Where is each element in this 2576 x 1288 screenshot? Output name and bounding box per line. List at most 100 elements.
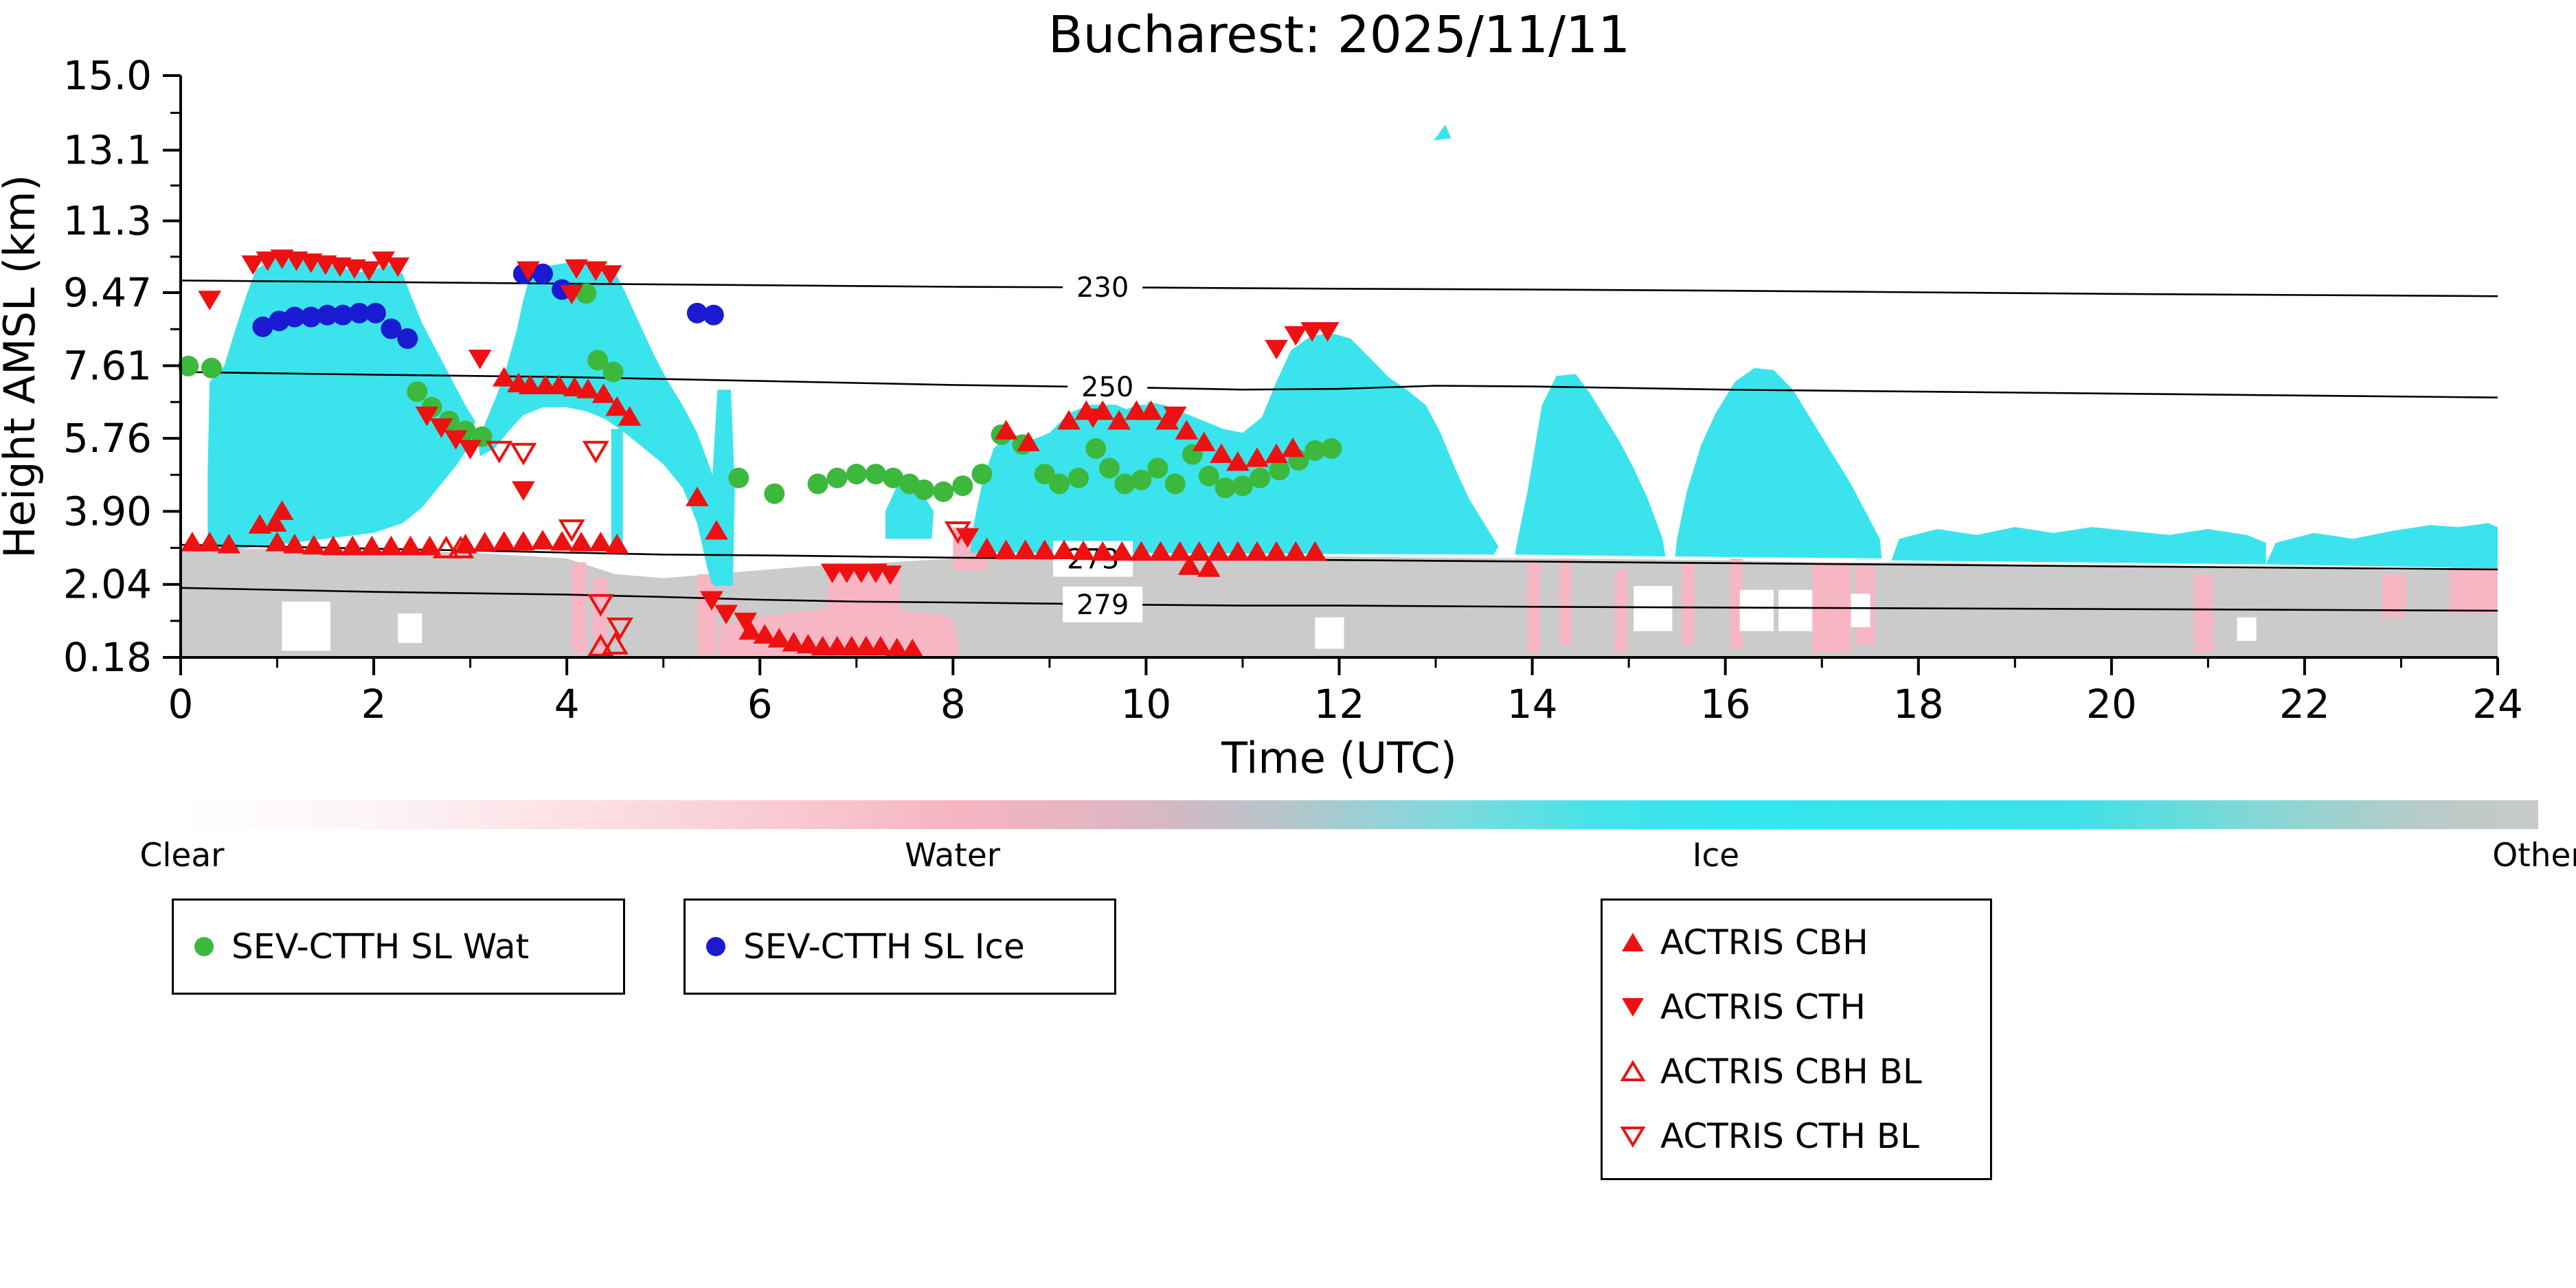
actris-cbh-marker <box>550 531 574 551</box>
actris-cbh-marker <box>576 379 600 398</box>
actris-cbh-marker <box>796 633 820 654</box>
actris-cbh-marker <box>1281 437 1304 457</box>
actris-cbh-marker <box>1052 539 1076 559</box>
x-tick-label: 16 <box>1700 681 1751 727</box>
sev-ctth-sl-wat-marker <box>1250 467 1271 488</box>
y-tick-label: 5.76 <box>63 415 152 462</box>
clear-region <box>282 601 330 651</box>
actris-cbh-bl-marker <box>432 535 460 558</box>
actris-cbh-marker <box>1017 431 1040 451</box>
actris-cth-marker <box>429 418 453 438</box>
actris-cbh-marker <box>270 500 294 520</box>
actris-cth-marker <box>714 605 738 624</box>
actris-cbh-marker <box>1129 541 1153 561</box>
sev-ctth-sl-wat-marker <box>587 350 609 371</box>
actris-cbh-marker <box>1265 541 1288 561</box>
clear-region <box>398 613 422 643</box>
actris-cbh-marker <box>217 534 241 554</box>
actris-cth-marker <box>1081 408 1105 429</box>
sev-ctth-sl-wat-marker <box>602 361 624 383</box>
actris-cbh-bl-marker <box>587 633 614 657</box>
actris-cbh-marker <box>1110 541 1134 561</box>
sev-ctth-sl-wat-marker <box>178 355 199 376</box>
sev-ctth-sl-ice-marker <box>703 304 724 326</box>
clear-region <box>1739 589 1774 631</box>
x-tick-label: 4 <box>554 681 580 727</box>
actris-cth-marker <box>386 257 410 278</box>
actris-cbh-marker <box>605 396 629 416</box>
sev-ctth-sl-ice-marker <box>252 316 273 337</box>
y-axis-label: Height AMSL (km) <box>0 174 45 558</box>
actris-cbh-marker <box>181 532 204 552</box>
y-tick-label: 9.47 <box>63 269 152 316</box>
ice-class-region <box>1675 368 1882 558</box>
y-tick-label: 2.04 <box>63 561 152 608</box>
ice-class-region <box>611 429 623 545</box>
sev-ctth-sl-wat-marker <box>1099 457 1120 479</box>
x-tick-label: 24 <box>2472 681 2523 727</box>
actris-cth-marker <box>517 261 540 281</box>
actris-cbh-marker <box>825 635 849 656</box>
sev-ctth-sl-wat-marker <box>914 479 935 500</box>
legend-sev-ctth-sl-ice: SEV-CTTH SL Ice <box>683 899 1116 995</box>
actris-cth-marker <box>1315 322 1340 342</box>
actris-cbh-marker <box>492 367 516 387</box>
page-title: Bucharest: 2025/11/11 <box>1048 5 1631 65</box>
clear-region <box>1315 617 1344 649</box>
actris-cbh-marker <box>248 514 272 534</box>
isotherm-label-bg <box>1067 369 1148 405</box>
actris-cbh-marker <box>1175 420 1199 440</box>
actris-cth-marker <box>820 563 844 583</box>
legend-row: SEV-CTTH SL Wat <box>190 927 607 967</box>
actris-cth-marker <box>700 591 723 611</box>
actris-cbh-marker <box>605 534 629 554</box>
legend-row: ACTRIS CTH BL <box>1619 1116 1974 1156</box>
actris-cth-marker <box>256 251 280 271</box>
sl-wat-dot-icon <box>194 937 214 956</box>
actris-cth-marker <box>468 350 492 370</box>
sev-ctth-sl-wat-marker <box>1147 457 1168 479</box>
actris-cbh-marker <box>753 624 777 644</box>
colorbar-label-water: Water <box>905 837 1001 874</box>
sev-ctth-sl-ice-marker <box>317 304 338 326</box>
actris-cth-marker <box>1265 339 1288 360</box>
water-class-region <box>572 562 587 653</box>
x-tick-label: 0 <box>168 681 194 727</box>
clear-region <box>1778 589 1813 631</box>
isotherm-250-label: 250 <box>1081 372 1133 403</box>
actris-cbh-marker <box>705 520 728 540</box>
actris-cbh-marker <box>1226 451 1250 471</box>
ice-class-region <box>1891 527 2266 565</box>
actris-cbh-bl-marker <box>447 535 475 558</box>
sev-ctth-sl-ice-marker <box>300 306 321 328</box>
actris-cbh-marker <box>618 406 642 426</box>
actris-cbh-marker <box>1107 409 1131 430</box>
colorbar-label-other: Other <box>2492 837 2576 874</box>
actris-cbh-marker <box>1125 400 1149 420</box>
actris-cbh-marker <box>302 534 326 555</box>
legend-row: ACTRIS CBH BL <box>1619 1052 1974 1092</box>
actris-cbh-marker <box>418 535 442 556</box>
water-class-region <box>697 574 716 655</box>
sev-ctth-sl-wat-marker <box>1164 473 1186 495</box>
x-tick-label: 10 <box>1121 681 1172 727</box>
actris-cth-marker <box>512 481 535 501</box>
actris-cth-marker <box>565 259 589 279</box>
actris-cbh-marker <box>1192 431 1216 451</box>
actris-cth-marker <box>357 261 381 281</box>
actris-cbh-marker <box>1057 409 1081 430</box>
actris-cbh-marker <box>1168 541 1192 561</box>
actris-cbh-marker <box>1032 539 1057 559</box>
actris-cth-marker <box>1163 406 1187 427</box>
y-tick-label: 13.1 <box>63 127 152 174</box>
cth-bl-triangle-down-open-icon <box>1620 1127 1646 1148</box>
actris-cth-bl-marker <box>587 594 614 617</box>
actris-cth-bl-marker <box>486 440 513 464</box>
x-tick-label: 2 <box>361 681 387 727</box>
sev-ctth-sl-wat-marker <box>1232 475 1253 497</box>
sev-ctth-sl-ice-marker <box>349 302 370 324</box>
colorbar-label-clear: Clear <box>139 837 225 874</box>
isotherm-250-line <box>180 371 2498 398</box>
sev-ctth-sl-ice-marker <box>397 328 418 349</box>
